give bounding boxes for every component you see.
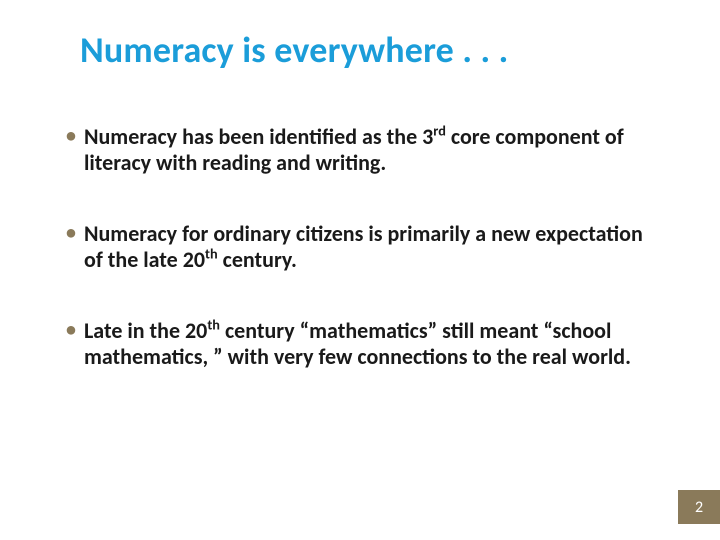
bullet-item: Late in the 20th century “mathematics” s… [66, 318, 660, 371]
slide-title: Numeracy is everywhere . . . [80, 28, 660, 72]
page-number-badge: 2 [678, 490, 720, 524]
bullet-item: Numeracy has been identified as the 3rd … [66, 124, 660, 177]
slide: Numeracy is everywhere . . . Numeracy ha… [0, 0, 720, 540]
bullet-list: Numeracy has been identified as the 3rd … [60, 124, 660, 370]
bullet-item: Numeracy for ordinary citizens is primar… [66, 221, 660, 274]
